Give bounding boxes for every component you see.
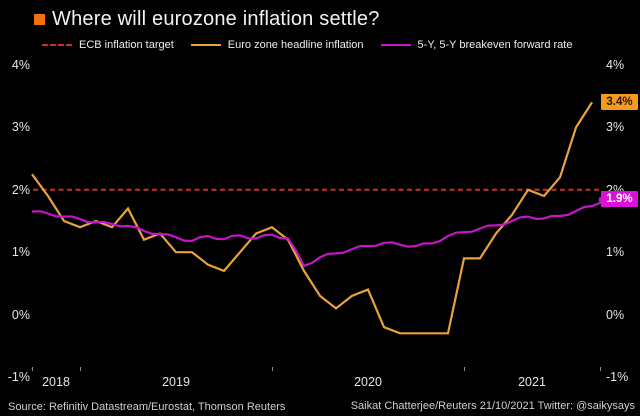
y-tick-right: 3% <box>606 120 625 135</box>
x-tick-label: 2019 <box>162 375 190 389</box>
x-tick-label: 2018 <box>42 375 70 389</box>
x-axis-tick <box>600 367 601 371</box>
y-tick-left: 4% <box>11 58 30 72</box>
y-tick-left: 1% <box>11 245 30 260</box>
legend-swatch-icon <box>380 44 411 46</box>
legend-item-1: ECB inflation target <box>42 39 174 51</box>
brand-square-icon <box>34 14 45 25</box>
legend-item-2: Euro zone headline inflation <box>190 39 364 51</box>
headline-value-badge: 3.4% <box>601 94 638 111</box>
legend: ECB inflation target Euro zone headline i… <box>42 39 572 51</box>
x-axis-tick <box>32 367 33 371</box>
y-tick-left: -1% <box>7 370 30 384</box>
credit-text: Saikat Chatterjee/Reuters 21/10/2021 Twi… <box>350 400 635 412</box>
legend-label: ECB inflation target <box>79 39 174 51</box>
title-row: Where will eurozone inflation settle? <box>34 8 380 31</box>
x-axis-tick <box>272 367 273 371</box>
y-tick-left: 3% <box>11 120 30 135</box>
legend-swatch-icon <box>42 44 72 46</box>
y-tick-right: 1% <box>606 245 625 260</box>
y-tick-right: -1% <box>606 370 629 384</box>
breakeven-forward-line <box>31 197 602 268</box>
y-tick-left: 0% <box>11 307 30 322</box>
y-tick-right: 0% <box>606 307 625 322</box>
y-tick-right: 4% <box>606 58 625 72</box>
source-text: Source: Refinitiv Datastream/Eurostat, T… <box>8 401 286 413</box>
legend-swatch-icon <box>190 44 221 46</box>
x-axis-tick <box>80 367 81 371</box>
y-tick-left: 2% <box>11 182 30 197</box>
headline-inflation-line <box>31 101 593 335</box>
x-tick-label: 2021 <box>518 375 546 389</box>
legend-item-3: 5-Y, 5-Y breakeven forward rate <box>380 39 573 51</box>
x-axis-tick <box>464 367 465 371</box>
legend-label: Euro zone headline inflation <box>227 39 364 51</box>
breakeven-value-badge: 1.9% <box>601 191 638 208</box>
x-tick-label: 2020 <box>354 375 382 389</box>
legend-label: 5-Y, 5-Y breakeven forward rate <box>417 39 573 51</box>
page-title: Where will eurozone inflation settle? <box>52 8 380 30</box>
